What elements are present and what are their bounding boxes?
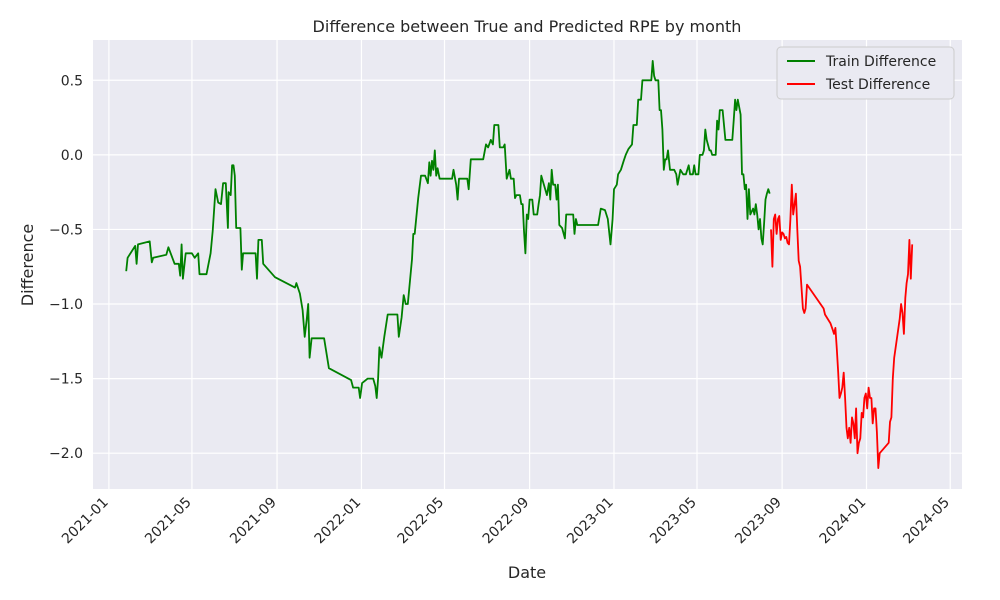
series-line-test: [770, 183, 914, 470]
y-tick-label: 0.5: [61, 73, 83, 89]
x-axis-title: Date: [508, 563, 546, 582]
legend-box: [776, 46, 955, 100]
y-tick-label: −1.0: [49, 297, 83, 313]
series-layer: [125, 60, 914, 470]
plot-area: [93, 40, 962, 489]
y-tick-label: −1.5: [49, 372, 83, 388]
chart-title: Difference between True and Predicted RP…: [313, 17, 742, 36]
y-tick-label: −2.0: [49, 446, 83, 462]
y-tick-label: 0.0: [61, 148, 83, 164]
grid: [93, 40, 962, 489]
legend-label-test: Test Difference: [825, 77, 930, 93]
legend: Train Difference Test Difference: [776, 46, 955, 100]
y-axis-title: Difference: [18, 224, 37, 306]
series-line-train: [125, 60, 771, 399]
y-axis: 0.5 0.0 −0.5 −1.0 −1.5 −2.0: [49, 73, 83, 462]
y-tick-label: −0.5: [49, 222, 83, 238]
legend-label-train: Train Difference: [825, 54, 936, 70]
